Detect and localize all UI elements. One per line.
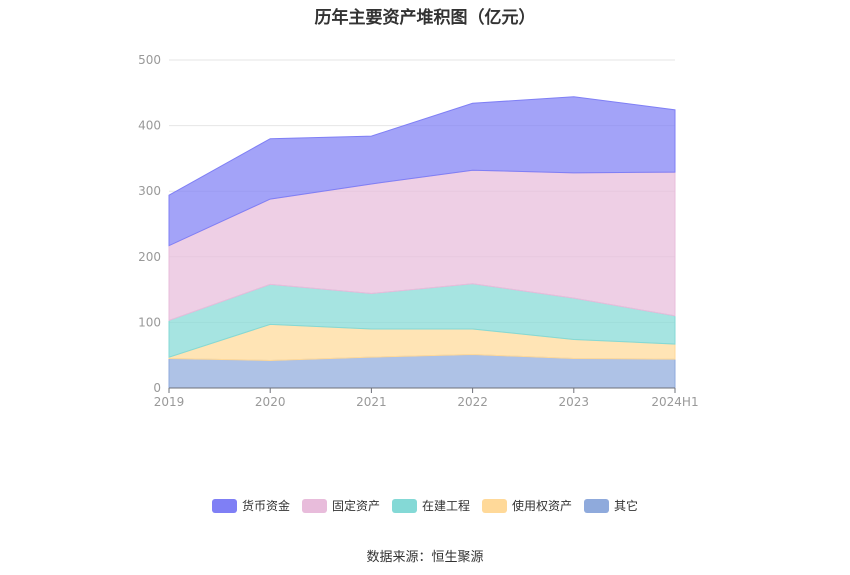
x-tick-label: 2024H1 (651, 395, 698, 409)
y-tick-label: 400 (138, 119, 161, 133)
legend-swatch (211, 498, 237, 513)
legend-label: 使用权资产 (512, 499, 573, 513)
legend-item[interactable]: 固定资产 (301, 497, 380, 514)
legend-item[interactable]: 其它 (584, 497, 638, 514)
legend-label: 货币资金 (241, 499, 290, 513)
legend-swatch (584, 498, 610, 513)
x-tick-label: 2019 (154, 395, 185, 409)
y-tick-label: 100 (138, 315, 161, 329)
legend: 货币资金 固定资产 在建工程 使用权资产 其它 (0, 497, 850, 514)
y-tick-label: 300 (138, 184, 161, 198)
y-tick-label: 500 (138, 53, 161, 67)
legend-swatch (482, 498, 507, 513)
legend-label: 固定资产 (331, 499, 380, 513)
legend-item[interactable]: 使用权资产 (482, 497, 572, 514)
legend-swatch (301, 498, 327, 513)
area-货币资金 (168, 96, 676, 247)
x-tick-label: 2022 (457, 395, 488, 409)
area-series (168, 96, 676, 389)
y-axis-ticks: 0 100 200 300 400 500 (138, 53, 161, 395)
legend-swatch (391, 498, 417, 513)
legend-item[interactable]: 在建工程 (391, 497, 470, 514)
x-tick-label: 2021 (356, 395, 387, 409)
x-tick-label: 2020 (255, 395, 286, 409)
chart-title: 历年主要资产堆积图（亿元） (314, 8, 536, 28)
y-tick-label: 200 (138, 250, 161, 264)
legend-item[interactable]: 货币资金 (211, 497, 290, 514)
legend-label: 在建工程 (421, 499, 470, 513)
x-axis-ticks: 2019 2020 2021 2022 2023 2024H1 (154, 395, 699, 409)
x-axis (168, 387, 676, 393)
y-tick-label: 0 (153, 381, 161, 395)
legend-label: 其它 (614, 499, 639, 513)
data-source: 数据来源：恒生聚源 (366, 550, 484, 565)
x-tick-label: 2023 (559, 395, 590, 409)
